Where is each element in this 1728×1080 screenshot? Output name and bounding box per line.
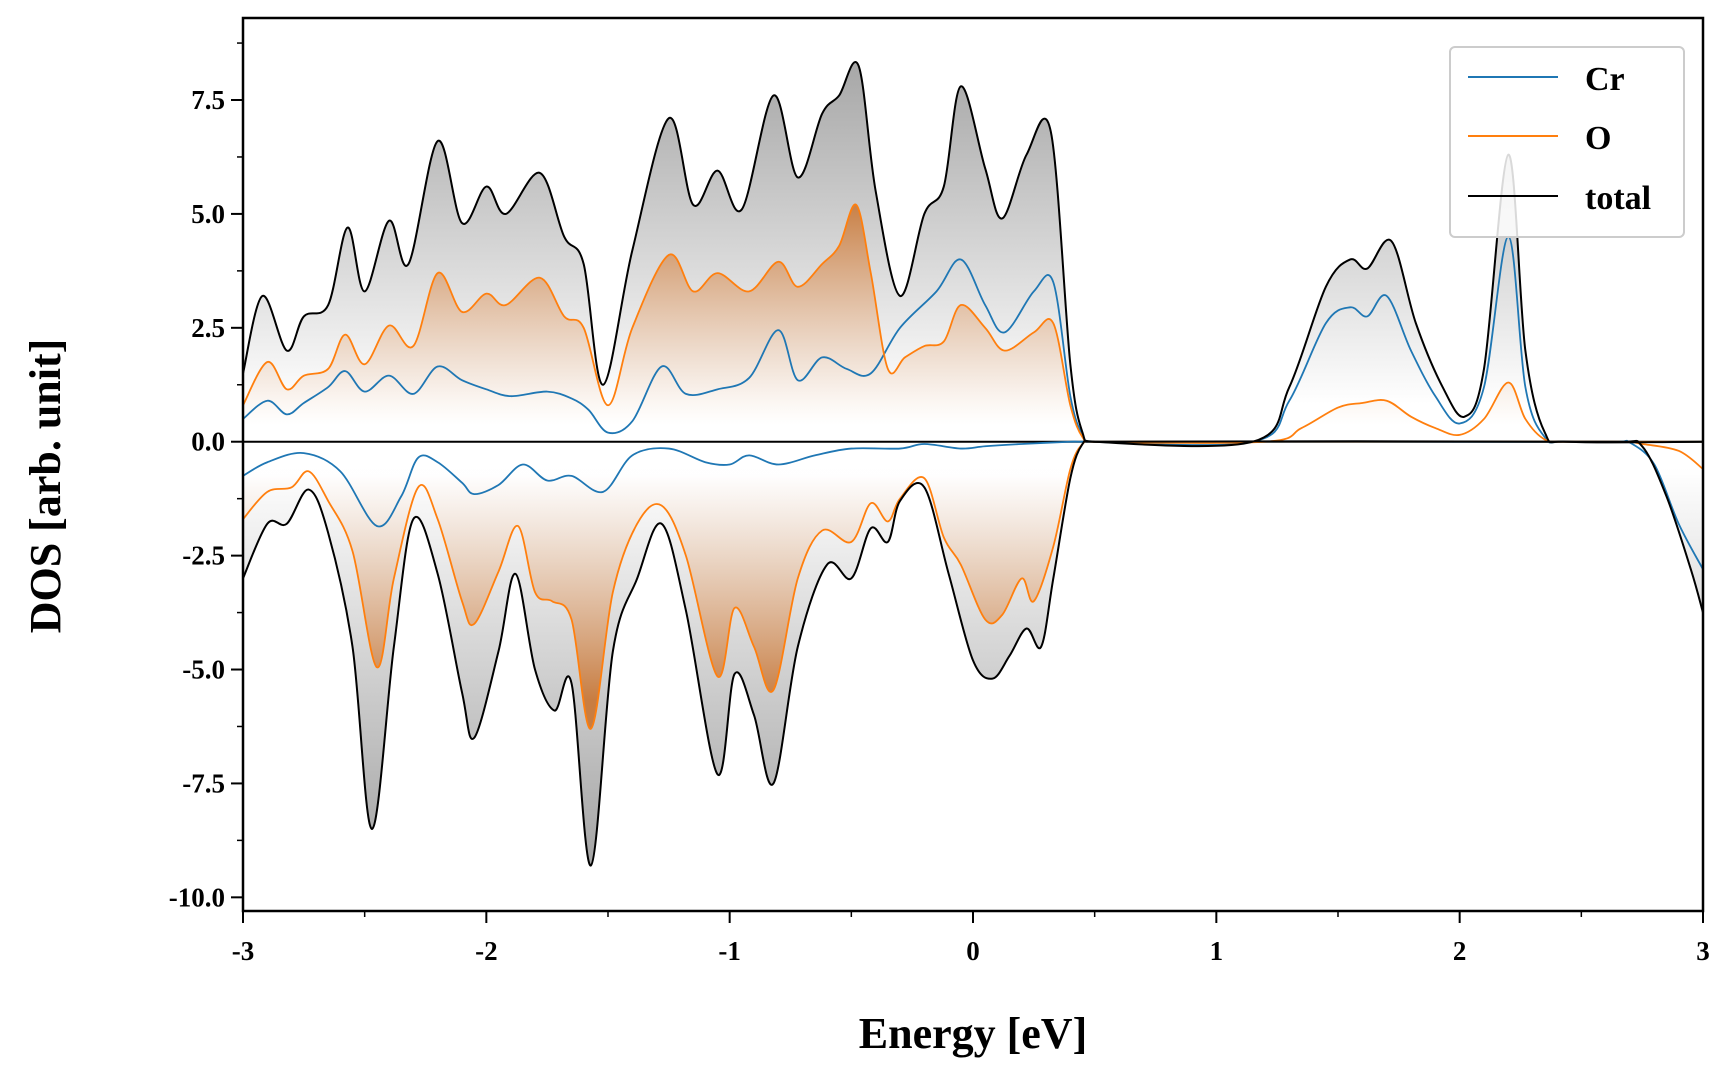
- area-fills: [243, 61, 1703, 866]
- legend-label-total: total: [1585, 180, 1651, 217]
- y-tick-label: -5.0: [182, 655, 225, 685]
- y-tick-label: 5.0: [191, 199, 225, 229]
- y-axis-label: DOS [arb. unit]: [21, 339, 70, 634]
- y-tick-label: -10.0: [169, 882, 225, 912]
- fill-o-up: [243, 204, 1703, 443]
- y-tick-label: -7.5: [182, 768, 225, 798]
- x-axis: -3 -2 -1 0 1 2 3: [232, 911, 1710, 966]
- legend-label-o: O: [1585, 120, 1611, 157]
- y-tick-label: 2.5: [191, 313, 225, 343]
- x-tick-label: 2: [1453, 936, 1467, 966]
- line-cr-up: [243, 235, 1703, 446]
- legend-label-cr: Cr: [1585, 61, 1625, 98]
- x-tick-label: -1: [718, 936, 741, 966]
- x-tick-label: 3: [1696, 936, 1710, 966]
- x-tick-label: -3: [232, 936, 255, 966]
- y-tick-label: 7.5: [191, 85, 225, 115]
- y-tick-label: -2.5: [182, 541, 225, 571]
- legend-box: [1449, 46, 1685, 238]
- x-tick-label: -2: [475, 936, 498, 966]
- y-tick-label: 0.0: [191, 427, 225, 457]
- line-o-down: [243, 440, 1703, 730]
- line-total-up: [243, 61, 1703, 448]
- legend: Cr O total: [1449, 46, 1685, 238]
- x-axis-label: Energy [eV]: [859, 1009, 1088, 1058]
- x-tick-label: 1: [1210, 936, 1224, 966]
- fill-total-up: [243, 61, 1703, 447]
- x-tick-label: 0: [966, 936, 980, 966]
- fill-o-down: [243, 441, 1703, 729]
- line-total-down: [243, 439, 1703, 867]
- series-lines: [243, 61, 1703, 867]
- line-o-up: [243, 203, 1703, 444]
- y-axis: 7.5 5.0 2.5 0.0 -2.5 -5.0 -7.5 -10.0: [169, 42, 243, 912]
